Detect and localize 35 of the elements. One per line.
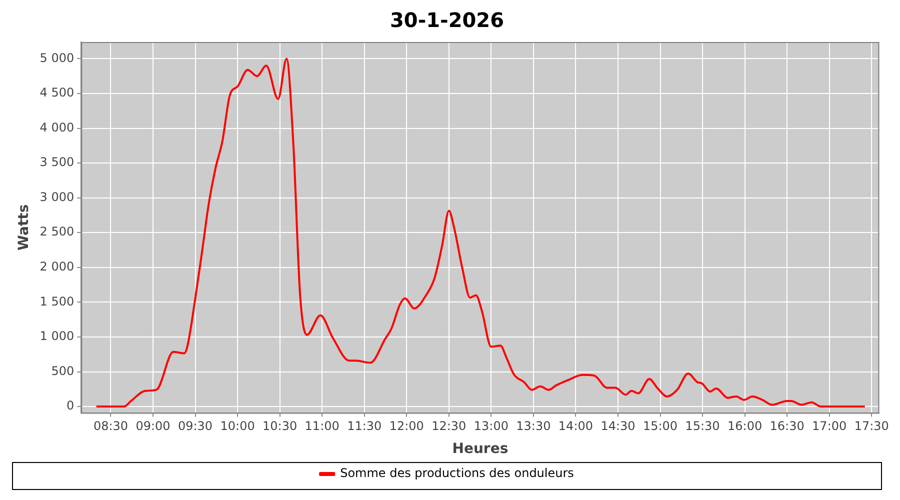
x-tick-label: 13:30 — [516, 419, 551, 434]
x-tick-label: 12:30 — [432, 419, 466, 434]
y-tick-label: 0 — [66, 398, 74, 413]
y-tick-label: 3 500 — [40, 155, 74, 170]
chart-title: 30-1-2026 — [390, 8, 504, 32]
x-tick-label: 13:00 — [474, 419, 508, 434]
y-axis-title: Watts — [16, 204, 32, 250]
x-tick-label: 14:00 — [558, 419, 594, 434]
y-tick-label: 2 000 — [40, 260, 74, 274]
x-tick-label: 11:00 — [304, 419, 340, 434]
x-tick-label: 12:00 — [389, 419, 424, 434]
y-tick-label: 500 — [51, 364, 74, 378]
legend-label: Somme des productions des onduleurs — [340, 466, 574, 480]
y-tick-label: 1 500 — [40, 294, 74, 308]
x-tick-label: 16:30 — [770, 419, 804, 434]
x-tick-label: 14:30 — [600, 419, 636, 434]
y-tick-label: 1 000 — [40, 329, 74, 344]
x-tick-label: 09:30 — [178, 419, 213, 434]
y-tick-label: 5 000 — [40, 50, 74, 65]
x-tick-label: 09:00 — [136, 419, 170, 434]
x-tick-label: 10:00 — [220, 419, 255, 434]
x-tick-label: 15:30 — [685, 419, 720, 434]
y-tick-label: 2 500 — [40, 224, 74, 239]
y-tick-label: 4 000 — [40, 120, 74, 134]
x-tick-label: 15:00 — [642, 419, 678, 434]
x-tick-label: 17:30 — [854, 419, 889, 434]
x-tick-label: 08:30 — [93, 419, 128, 434]
x-tick-label: 16:00 — [728, 419, 762, 434]
x-axis-title: Heures — [452, 441, 508, 458]
x-tick-label: 11:30 — [347, 419, 382, 434]
y-tick-label: 3 000 — [40, 190, 74, 204]
x-tick-label: 10:30 — [262, 419, 298, 434]
line-series — [95, 58, 866, 408]
x-tick-label: 17:00 — [812, 419, 847, 434]
y-tick-label: 4 500 — [40, 86, 74, 100]
